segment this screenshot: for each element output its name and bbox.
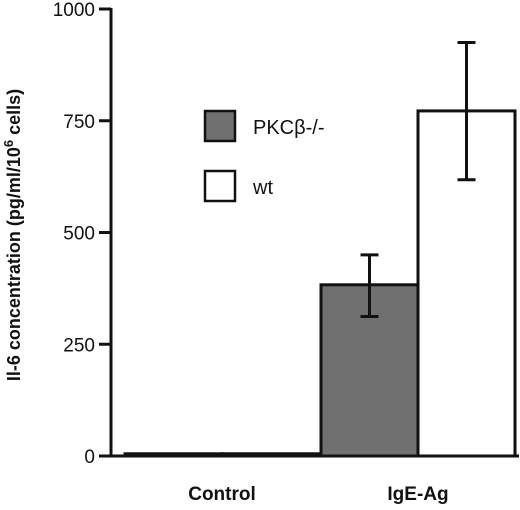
legend-label: wt — [252, 177, 273, 199]
bars — [123, 109, 517, 458]
bar — [123, 452, 224, 458]
legend-label: PKCβ-/- — [253, 117, 325, 139]
bar — [220, 452, 321, 458]
y-tick-label: 1000 — [53, 0, 95, 21]
y-axis-label: Il-6 concentration (pg/ml/106 cells) — [1, 89, 24, 381]
y-tick-label: 250 — [63, 335, 95, 356]
legend-swatch — [203, 169, 237, 203]
y-axis-label-main: Il-6 concentration (pg/ml/10 — [4, 147, 24, 381]
error-bars — [360, 41, 476, 319]
y-axis: 0 250 500 750 1000 — [53, 0, 113, 468]
legend: PKCβ-/- wt — [203, 109, 325, 203]
legend-swatch — [203, 109, 237, 143]
y-axis-label-tail: cells) — [4, 89, 24, 140]
x-tick-label: IgE-Ag — [387, 484, 448, 505]
y-axis-label-superscript: 6 — [1, 140, 16, 147]
y-tick-label: 750 — [63, 112, 95, 133]
y-tick-label: 500 — [63, 224, 95, 245]
x-tick-label: Control — [188, 484, 256, 505]
y-tick-label: 0 — [84, 447, 95, 468]
x-axis: Control IgE-Ag — [111, 454, 519, 505]
